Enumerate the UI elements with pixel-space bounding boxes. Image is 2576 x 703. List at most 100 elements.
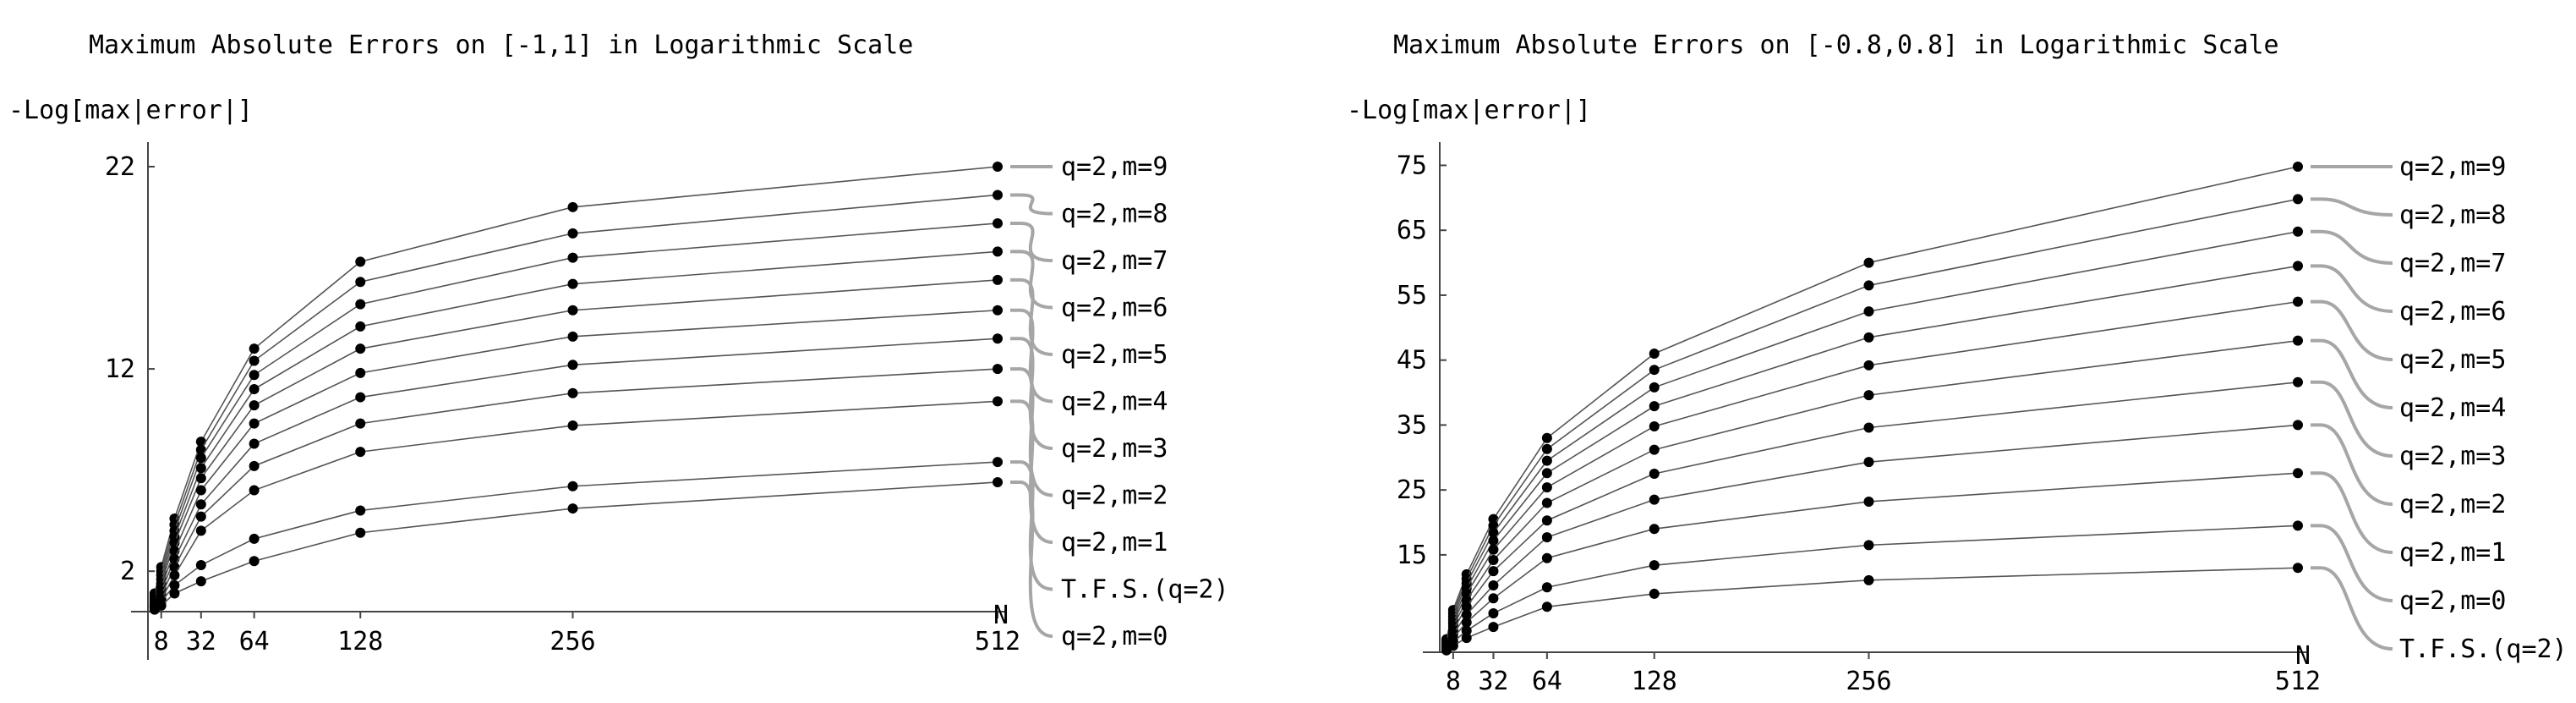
- data-point: [567, 228, 578, 239]
- data-point: [1541, 552, 1552, 563]
- y-tick-label: 22: [105, 152, 135, 182]
- series-line: [154, 338, 998, 605]
- data-point: [1461, 609, 1472, 620]
- data-point: [2293, 194, 2303, 205]
- data-point: [1488, 555, 1499, 566]
- data-point: [1461, 601, 1472, 612]
- data-point: [567, 360, 578, 371]
- x-tick-label: 128: [337, 627, 383, 656]
- data-point: [195, 463, 206, 474]
- data-point: [1863, 574, 1874, 585]
- data-point: [1488, 544, 1499, 555]
- data-point: [1541, 432, 1552, 443]
- data-point: [1863, 306, 1874, 317]
- data-point: [993, 246, 1003, 257]
- x-axis-label: N: [993, 601, 1009, 630]
- data-point: [195, 444, 206, 455]
- y-tick-label: 45: [1397, 346, 1427, 376]
- data-point: [2293, 261, 2303, 272]
- legend-entry: q=2,m=2: [1061, 481, 1168, 511]
- data-point: [1863, 540, 1874, 551]
- data-point: [1488, 622, 1499, 633]
- data-point: [355, 392, 366, 403]
- legend-leader: [1010, 221, 1053, 262]
- series-line: [154, 309, 998, 604]
- data-point: [1649, 468, 1660, 479]
- data-point: [1541, 532, 1552, 543]
- series-line: [1446, 381, 2299, 645]
- data-point: [567, 305, 578, 316]
- data-point: [1488, 535, 1499, 546]
- data-point: [1649, 588, 1660, 599]
- data-point: [169, 569, 180, 580]
- data-point: [355, 343, 366, 354]
- data-point: [195, 499, 206, 510]
- data-point: [355, 256, 366, 267]
- legend-entry: q=2,m=6: [1061, 294, 1168, 323]
- x-tick-label: 64: [1532, 667, 1562, 696]
- data-point: [1541, 468, 1552, 479]
- series-line: [154, 279, 998, 602]
- y-tick-label: 75: [1397, 151, 1427, 180]
- legend-entry: q=2,m=5: [1061, 340, 1168, 370]
- legend-entry: q=2,m=6: [2399, 297, 2506, 327]
- legend-leader: [2311, 566, 2393, 651]
- data-point: [249, 485, 260, 496]
- legend-entry: q=2,m=2: [2399, 490, 2506, 519]
- data-point: [1461, 625, 1472, 636]
- data-point: [1863, 496, 1874, 507]
- data-point: [169, 579, 180, 590]
- x-tick-label: 8: [154, 627, 169, 656]
- x-axis-label: N: [2295, 641, 2311, 671]
- data-point: [249, 460, 260, 471]
- data-point: [1541, 582, 1552, 593]
- legend-entry: q=2,m=7: [2399, 249, 2506, 278]
- series-line: [1446, 166, 2299, 640]
- data-point: [1488, 527, 1499, 538]
- data-point: [2293, 520, 2303, 531]
- legend-entry: q=2,m=0: [2399, 586, 2506, 616]
- legend-leader: [2311, 471, 2393, 554]
- data-point: [2293, 335, 2303, 346]
- data-point: [249, 438, 260, 449]
- x-tick-label: 128: [1632, 667, 1677, 696]
- chart-panel-right: Maximum Absolute Errors on [-0.8,0.8] in…: [1347, 30, 2568, 696]
- data-point: [249, 370, 260, 381]
- data-point: [1863, 280, 1874, 291]
- series-line: [154, 481, 998, 611]
- data-point: [2293, 468, 2303, 479]
- data-point: [355, 321, 366, 332]
- legend-entry: q=2,m=0: [1061, 622, 1168, 651]
- data-point: [993, 189, 1003, 200]
- x-tick-label: 256: [550, 627, 595, 656]
- data-point: [355, 527, 366, 538]
- data-point: [567, 278, 578, 289]
- data-point: [249, 400, 260, 411]
- data-point: [249, 556, 260, 567]
- legend-leader: [1010, 250, 1053, 310]
- y-tick-label: 65: [1397, 216, 1427, 245]
- data-point: [1649, 420, 1660, 431]
- data-point: [993, 476, 1003, 487]
- legend-entry: q=2,m=1: [2399, 538, 2506, 568]
- data-point: [1649, 382, 1660, 393]
- data-point: [195, 576, 206, 587]
- data-point: [993, 162, 1003, 172]
- y-tick-label: 15: [1397, 541, 1427, 570]
- legend-entry: q=2,m=8: [2399, 200, 2506, 230]
- x-tick-label: 32: [186, 627, 216, 656]
- data-point: [1863, 257, 1874, 268]
- data-point: [1863, 390, 1874, 401]
- data-point: [1541, 515, 1552, 526]
- data-point: [249, 418, 260, 429]
- data-point: [1488, 520, 1499, 531]
- data-point: [249, 384, 260, 394]
- x-tick-label: 512: [2275, 667, 2321, 696]
- series-line: [1446, 339, 2299, 645]
- data-point: [1541, 455, 1552, 466]
- data-point: [1541, 601, 1552, 612]
- legend-entry: q=2,m=9: [2399, 152, 2506, 182]
- series-line: [154, 166, 998, 594]
- series-line: [1446, 300, 2299, 643]
